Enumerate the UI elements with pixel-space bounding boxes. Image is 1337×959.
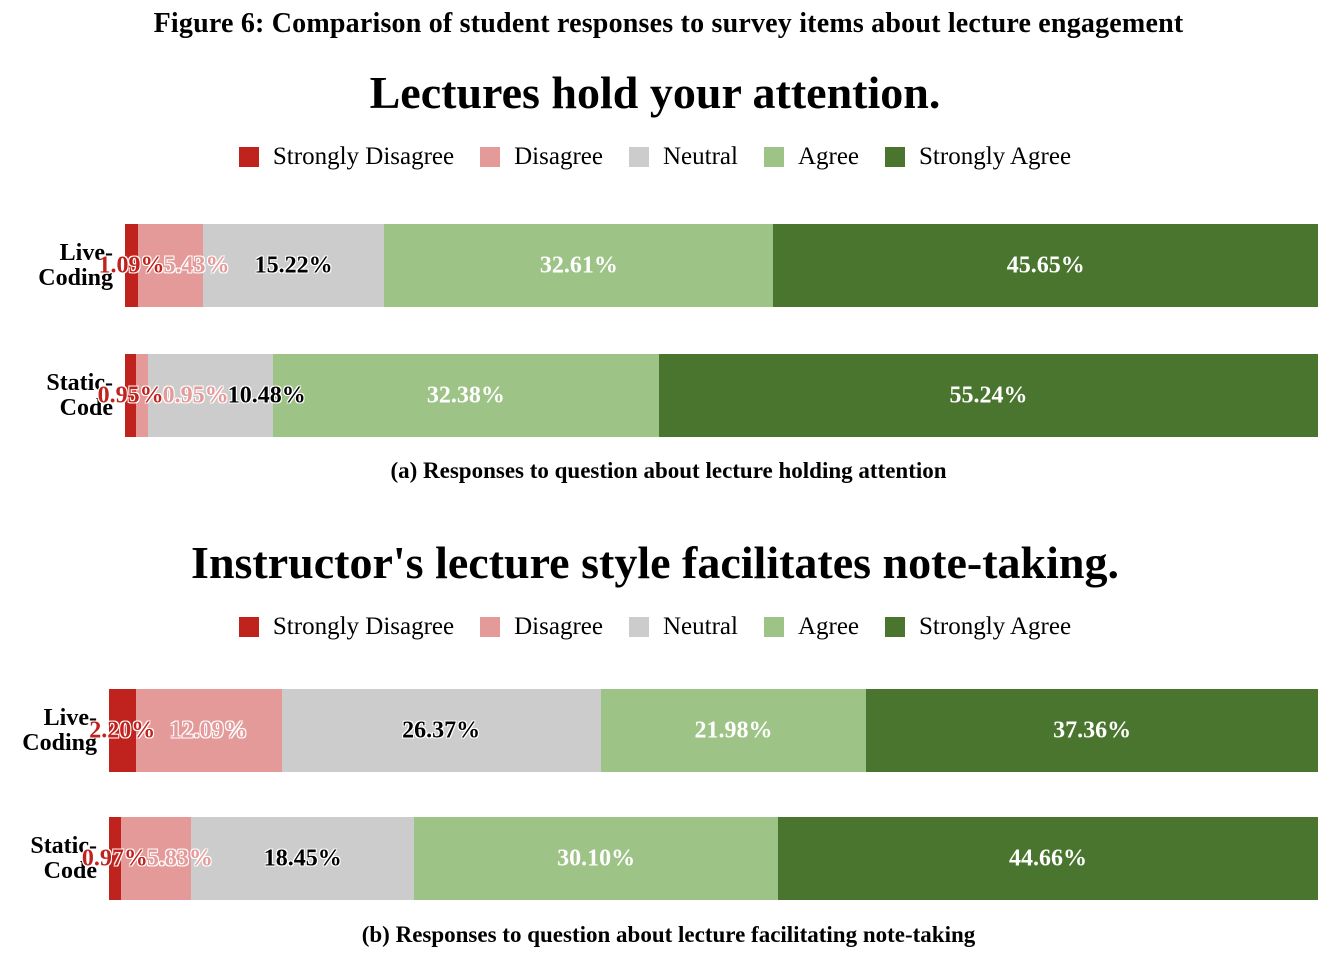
- data-label-strongly-disagree: 1.09%: [98, 252, 165, 278]
- legend-swatch: [885, 147, 906, 167]
- legend-swatch: [238, 617, 259, 637]
- chart-a-title: Lectures hold your attention.: [369, 67, 941, 118]
- row-label-static-code: Static- Code: [46, 369, 113, 421]
- segment-disagree: [120, 817, 192, 900]
- legend-label: Strongly Disagree: [272, 613, 455, 640]
- legend-item-neutral: Neutral: [628, 143, 738, 171]
- segment-disagree: [138, 224, 203, 307]
- segment-strongly-agree: [773, 224, 1318, 307]
- legend-item-strongly-disagree: Strongly Disagree: [238, 613, 455, 641]
- figure-caption: Figure 6: Comparison of student response…: [153, 8, 1184, 39]
- segment-strongly-agree: [778, 817, 1318, 900]
- segment-agree: [414, 817, 779, 900]
- segment-strongly-disagree: [109, 689, 136, 772]
- segment-agree: [384, 224, 774, 307]
- data-label-neutral: 26.37%: [402, 717, 481, 743]
- chart-a-caption: (a) Responses to question about lecture …: [390, 458, 947, 483]
- segment-strongly-agree: [658, 354, 1318, 437]
- data-label-disagree: 12.09%: [169, 717, 248, 743]
- segment-neutral: [202, 224, 385, 307]
- legend-label: Strongly Agree: [919, 143, 1072, 170]
- segment-strongly-agree: [866, 689, 1318, 772]
- legend-item-agree: Agree: [763, 613, 860, 641]
- data-label-disagree: 0.95%: [162, 382, 229, 408]
- segment-agree: [272, 354, 659, 437]
- legend-item-strongly-agree: Strongly Agree: [885, 613, 1071, 641]
- chart-b-caption: (b) Responses to question about lecture …: [361, 922, 976, 947]
- chart-a-legend: Strongly Disagree Disagree Neutral Agree Str…: [0, 143, 1310, 171]
- segment-neutral: [147, 354, 273, 437]
- legend-label: Strongly Agree: [919, 613, 1072, 640]
- legend-swatch: [480, 617, 501, 637]
- legend-item-neutral: Neutral: [628, 613, 738, 641]
- bar-live-coding: 2.20% 12.09% 26.37% 21.98% 37.36%: [89, 689, 1318, 772]
- data-label-neutral: 10.48%: [227, 382, 306, 408]
- legend-item-agree: Agree: [763, 143, 860, 171]
- data-label-agree: 32.38%: [426, 382, 505, 408]
- legend-swatch: [885, 617, 906, 637]
- legend-label: Disagree: [514, 143, 603, 170]
- data-label-strongly-disagree: 2.20%: [89, 717, 156, 743]
- legend-item-disagree: Disagree: [480, 143, 603, 171]
- legend-item-strongly-agree: Strongly Agree: [885, 143, 1071, 171]
- segment-strongly-disagree: [109, 817, 121, 900]
- legend-label: Neutral: [662, 613, 738, 640]
- bar-static-code: 0.95% 0.95% 10.48% 32.38% 55.24%: [98, 354, 1318, 437]
- legend-swatch: [480, 147, 501, 167]
- legend-item-strongly-disagree: Strongly Disagree: [238, 143, 455, 171]
- data-label-disagree: 5.43%: [163, 252, 230, 278]
- legend-label: Agree: [797, 143, 860, 170]
- segment-neutral: [281, 689, 601, 772]
- data-label-agree: 32.61%: [539, 252, 618, 278]
- row-label-live-coding: Live- Coding: [22, 704, 97, 756]
- data-label-strongly-agree: 37.36%: [1053, 717, 1132, 743]
- segment-strongly-disagree: [125, 354, 137, 437]
- segment-agree: [600, 689, 867, 772]
- data-label-strongly-agree: 44.66%: [1009, 845, 1088, 871]
- legend-swatch: [763, 617, 784, 637]
- data-label-strongly-agree: 45.65%: [1006, 252, 1085, 278]
- data-label-strongly-disagree: 0.97%: [81, 845, 148, 871]
- chart-b-legend: Strongly Disagree Disagree Neutral Agree Str…: [0, 613, 1310, 641]
- data-label-disagree: 5.83%: [146, 845, 213, 871]
- legend-swatch: [628, 617, 649, 637]
- bar-static-code: 0.97% 5.83% 18.45% 30.10% 44.66%: [82, 817, 1318, 900]
- legend-label: Strongly Disagree: [272, 143, 455, 170]
- segment-neutral: [191, 817, 415, 900]
- legend-label: Neutral: [662, 143, 738, 170]
- legend-swatch: [628, 147, 649, 167]
- segment-disagree: [135, 689, 282, 772]
- segment-disagree: [136, 354, 148, 437]
- data-label-strongly-agree: 55.24%: [949, 382, 1028, 408]
- data-label-agree: 30.10%: [557, 845, 636, 871]
- data-label-neutral: 15.22%: [254, 252, 333, 278]
- legend-label: Agree: [797, 613, 860, 640]
- data-label-neutral: 18.45%: [263, 845, 342, 871]
- row-label-live-coding: Live- Coding: [38, 239, 113, 291]
- legend-label: Disagree: [514, 613, 603, 640]
- bar-live-coding: 1.09% 5.43% 15.22% 32.61% 45.65%: [99, 224, 1318, 307]
- legend-swatch: [238, 147, 259, 167]
- segment-strongly-disagree: [125, 224, 138, 307]
- data-label-agree: 21.98%: [694, 717, 773, 743]
- chart-b-title: Instructor's lecture style facilitates n…: [191, 537, 1119, 588]
- legend-swatch: [763, 147, 784, 167]
- legend-item-disagree: Disagree: [480, 613, 603, 641]
- row-label-static-code: Static- Code: [30, 832, 97, 884]
- data-label-strongly-disagree: 0.95%: [97, 382, 164, 408]
